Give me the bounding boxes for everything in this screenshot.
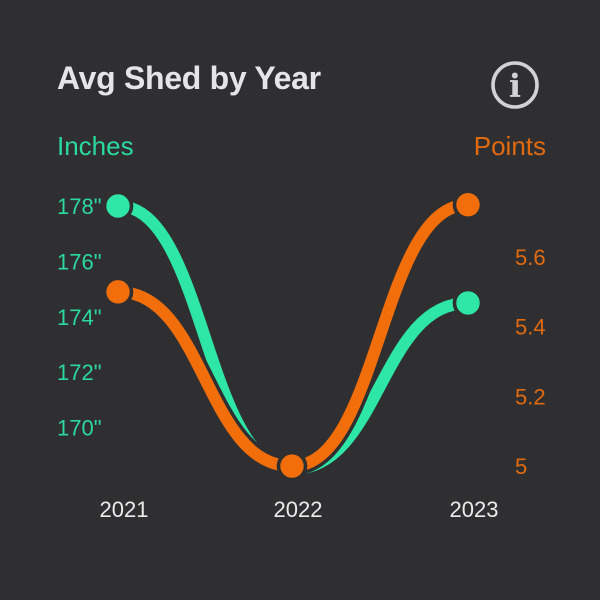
data-point-points-2021 bbox=[102, 276, 134, 308]
info-button[interactable]: i bbox=[488, 58, 542, 112]
right-axis-title: Points bbox=[473, 131, 546, 161]
y-axis-left-tick: 176" bbox=[57, 249, 102, 274]
y-axis-left-tick: 174" bbox=[57, 305, 102, 330]
x-axis-tick: 2023 bbox=[450, 497, 499, 522]
y-axis-right-tick: 5.6 bbox=[515, 245, 546, 270]
x-axis-tick: 2022 bbox=[274, 497, 323, 522]
y-axis-right-tick: 5.2 bbox=[515, 384, 546, 409]
y-axis-right-tick: 5 bbox=[515, 454, 527, 479]
data-point-points-2023 bbox=[452, 189, 484, 221]
x-axis-tick: 2021 bbox=[100, 497, 149, 522]
y-axis-left-tick: 172" bbox=[57, 360, 102, 385]
y-axis-left-tick: 178" bbox=[57, 194, 102, 219]
left-axis-title: Inches bbox=[57, 131, 134, 161]
data-point-inches-2021 bbox=[102, 190, 134, 222]
page-title: Avg Shed by Year bbox=[57, 60, 321, 96]
y-axis-right-tick: 5.4 bbox=[515, 315, 546, 340]
data-point-points-2022 bbox=[276, 450, 308, 482]
info-icon: i bbox=[491, 61, 539, 109]
data-point-inches-2023 bbox=[452, 287, 484, 319]
y-axis-left-tick: 170" bbox=[57, 416, 102, 441]
svg-text:i: i bbox=[509, 67, 521, 105]
